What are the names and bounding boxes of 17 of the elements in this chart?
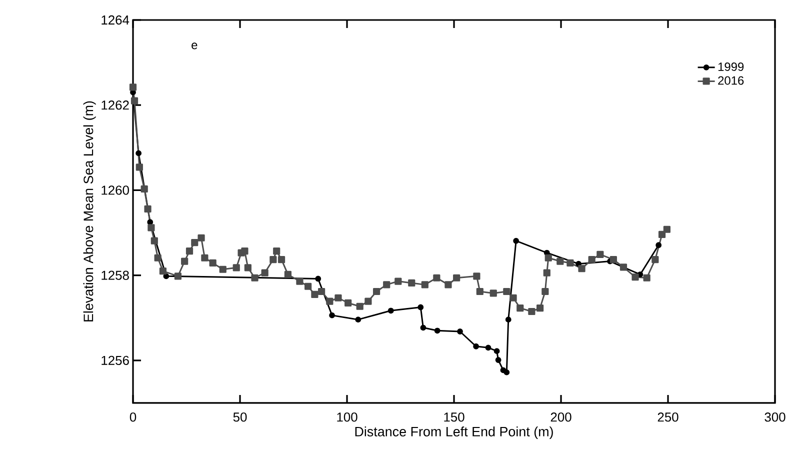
y-tick-label: 1258 xyxy=(102,270,129,280)
y-tick-label: 1262 xyxy=(102,100,129,110)
annotation: e xyxy=(192,42,198,50)
x-tick-label: 300 xyxy=(764,412,786,422)
legend-label: 1999 xyxy=(718,62,744,71)
y-axis-title: Elevation Above Mean Sea Level (m) xyxy=(83,101,96,322)
x-tick-label: 150 xyxy=(444,412,464,422)
y-tick-label: 1256 xyxy=(102,356,129,366)
x-tick-label: 200 xyxy=(550,412,572,422)
x-tick-label: 100 xyxy=(337,412,358,422)
y-tick-label: 1264 xyxy=(102,15,130,25)
x-axis-title: Distance From Left End Point (m) xyxy=(355,426,553,440)
y-tick-label: 1260 xyxy=(102,186,129,195)
x-tick-label: 250 xyxy=(658,412,678,422)
x-tick-label: 0 xyxy=(130,412,136,422)
legend-label: 2016 xyxy=(718,76,744,85)
x-tick-label: 50 xyxy=(233,412,247,422)
